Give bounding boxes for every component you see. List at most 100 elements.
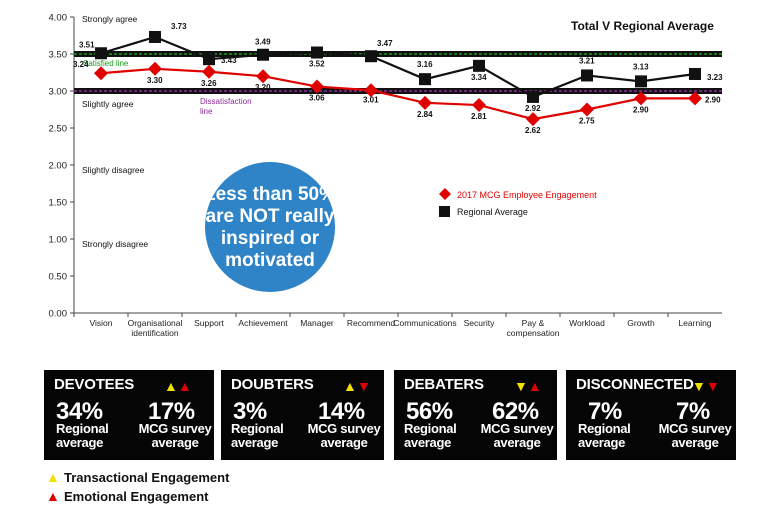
up-triangle-yellow-icon: ▲ [164,378,178,394]
scale-label: Strongly disagree [82,239,148,249]
callout-text: Less than 50% are NOT really inspired or mo… [204,184,336,271]
chart-title: Total V Regional Average [571,19,714,33]
data-point [203,53,215,66]
engagement-triangles: ▲▼ [343,378,371,394]
engagement-line-chart: 0.00 0.50 1.00 1.50 2.00 2.50 3.00 3.50 4.00 Visi… [49,13,724,339]
mcg-percent: 14% [318,398,365,425]
data-label: 3.51 [79,40,95,49]
mcg-label: MCG survey average [480,421,554,450]
segment-card-doubters: DOUBTERS ▲▼ 3% 14% Regional average MCG … [221,370,384,460]
x-tick-label: Manager [300,318,334,328]
data-label: 3.23 [707,73,723,82]
data-point [148,61,162,76]
data-label: 3.21 [579,56,595,65]
engagement-triangles: ▲▲ [164,378,192,394]
data-point [688,91,702,106]
mcg-label: MCG survey average [658,421,732,450]
data-label: 3.06 [309,94,325,103]
data-label: 3.73 [171,22,187,31]
satisfied-line-label: Satisfied line [83,59,129,68]
engagement-triangles: ▼▼ [692,378,720,394]
x-tick-label: Growth [627,318,655,328]
legend-transactional: ▲ Transactional Engagement [46,469,229,485]
data-point [581,69,593,82]
series-regional: 3.51 3.73 3.43 3.49 3.52 3.47 3.16 3.34 2.92 3.21… [79,22,723,113]
data-point [311,46,323,59]
y-tick-label: 0.00 [49,309,68,320]
regional-label: Regional average [404,421,457,450]
up-triangle-yellow-icon: ▲ [343,378,357,394]
scale-labels: Strongly agree Slightly agree Slightly dis… [82,14,148,249]
data-point [527,90,539,103]
reference-lines: Satisfied line Dissatisfaction line [74,51,722,116]
legend-emotional-label: Emotional Engagement [64,489,209,504]
x-tick-label: Vision [90,318,113,328]
y-tick-label: 2.00 [49,161,68,172]
legend-mcg-marker [439,188,451,200]
x-tick-label: Organisational identification [128,318,183,338]
legend-regional-marker [439,206,450,217]
down-triangle-yellow-icon: ▼ [514,378,528,394]
y-tick-label: 3.50 [49,50,68,61]
down-triangle-yellow-icon: ▼ [692,378,706,394]
regional-label: Regional average [231,421,284,450]
scale-label: Strongly agree [82,14,138,24]
up-triangle-red-icon: ▲ [177,378,192,394]
y-tick-label: 0.50 [49,272,68,283]
data-point [365,50,377,63]
chart-series: 3.51 3.73 3.43 3.49 3.52 3.47 3.16 3.34 2.92 3.21… [73,22,723,135]
data-point [310,79,324,94]
series-line [100,35,696,99]
data-point [94,66,108,81]
data-point [689,67,701,80]
x-tick-label: Achievement [238,318,288,328]
data-label: 2.92 [525,104,541,113]
mcg-percent: 7% [676,398,710,425]
regional-percent: 34% [56,398,103,425]
data-label: 3.13 [633,62,649,71]
data-point [580,102,594,117]
y-tick-label: 3.00 [49,87,68,98]
card-title: DEVOTEES [54,376,135,393]
segment-card-debaters: DEBATERS ▼▲ 56% 62% Regional average MCG… [394,370,557,460]
data-point [364,83,378,98]
regional-percent: 56% [406,398,453,425]
data-point [149,30,161,43]
data-point [257,48,269,61]
segment-card-disconnected: DISCONNECTED ▼▼ 7% 7% Regional average M… [566,370,736,460]
card-title: DISCONNECTED [576,376,694,393]
series-mcg: 3.24 3.30 3.26 3.20 3.06 3.01 2.84 2.81 2.62 2.75… [73,60,721,135]
data-point [635,75,647,88]
chart-axes: 0.00 0.50 1.00 1.50 2.00 2.50 3.00 3.50 4.00 Visi… [49,13,722,338]
data-label: 3.24 [73,60,89,69]
data-label: 2.81 [471,112,487,121]
callout-bubble: Less than 50% are NOT really inspired or mo… [204,162,336,292]
down-triangle-red-icon: ▼ [705,378,720,394]
data-label: 2.90 [633,105,649,114]
scale-label: Slightly agree [82,99,134,109]
data-label: 2.90 [705,95,721,104]
reference-line-band [74,51,722,57]
mcg-percent: 62% [492,398,539,425]
x-tick-label: Pay & compensation [507,318,560,338]
series-line [100,67,695,121]
y-tick-label: 1.50 [49,198,68,209]
legend-emotional: ▲ Emotional Engagement [46,488,208,504]
legend-regional-label: Regional Average [457,207,528,217]
data-label: 3.49 [255,38,271,47]
mcg-percent: 17% [148,398,195,425]
segment-card-devotees: DEVOTEES ▲▲ 34% 17% Regional average MCG… [44,370,214,460]
data-label: 3.52 [309,60,325,69]
data-label: 3.34 [471,73,487,82]
data-point [256,69,270,84]
down-triangle-red-icon: ▼ [356,378,371,394]
data-label: 3.43 [221,56,237,65]
up-triangle-red-icon: ▲ [527,378,542,394]
data-label: 3.30 [147,76,163,85]
data-point [95,47,107,60]
chart-legend: 2017 MCG Employee Engagement Regional Ave… [439,188,597,217]
data-label: 2.62 [525,126,541,135]
y-tick-label: 2.50 [49,124,68,135]
regional-label: Regional average [578,421,631,450]
data-point [473,59,485,72]
